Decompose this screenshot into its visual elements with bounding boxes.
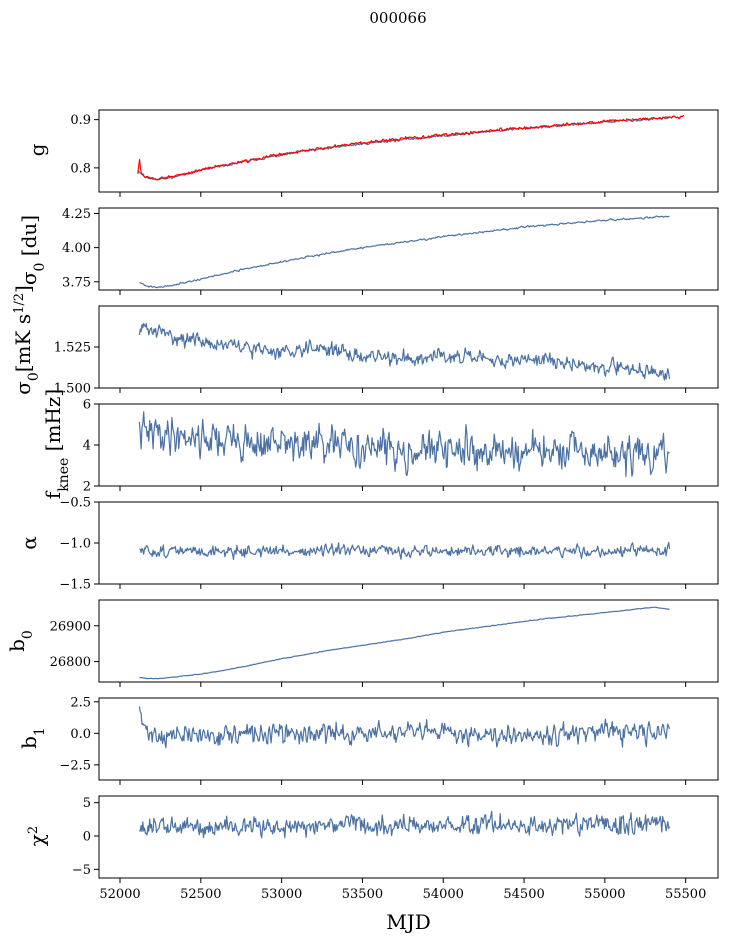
y-tick-label: 0.0 — [70, 727, 91, 742]
y-axis-label: b0 — [5, 630, 36, 652]
y-tick-label: 0.9 — [70, 113, 91, 128]
panel-1: 0.8 0.9 g — [25, 109, 719, 197]
y-tick-label: 3.75 — [62, 275, 91, 290]
y-tick-label: −2.5 — [59, 758, 91, 773]
series-line-7-1 — [138, 706, 671, 749]
x-tick-label: 55500 — [665, 887, 706, 902]
y-tick-label: 0.8 — [70, 161, 91, 176]
y-tick-label: 26800 — [50, 655, 91, 670]
y-tick-label: 0 — [83, 830, 91, 845]
axes-frame — [98, 599, 719, 683]
series-line-4-1 — [138, 411, 670, 478]
axes-frame — [98, 207, 719, 291]
y-axis-label: χ2 — [25, 826, 49, 846]
y-tick-label: 4 — [83, 439, 91, 454]
axes-frame — [98, 109, 719, 193]
y-tick-label: −1.0 — [59, 537, 91, 552]
series-line-3-1 — [138, 322, 671, 381]
y-tick-label: 5 — [83, 796, 91, 811]
y-axis-label: fknee [mHz] — [41, 389, 72, 499]
x-tick-label: 54000 — [423, 887, 464, 902]
panel-2: 3.75 4.00 4.25 σ0 [du] — [17, 207, 719, 295]
y-tick-label: −1.5 — [59, 578, 91, 593]
y-tick-label: 4.00 — [62, 241, 91, 256]
x-tick-label: 52500 — [180, 887, 221, 902]
y-axis-label: σ0[mK s1/2] — [11, 285, 42, 395]
panel-6: 26800 26900 b0 — [5, 599, 719, 687]
series-line-1-2 — [137, 115, 685, 181]
y-tick-label: 4.25 — [62, 207, 91, 222]
series-line-8-1 — [139, 810, 671, 839]
y-axis-label: g — [25, 143, 49, 156]
figure-title: 000066 — [369, 9, 426, 27]
series-line-6-1 — [139, 606, 670, 680]
panel-5: −1.5 −1.0 −0.5 α — [17, 496, 719, 593]
panel-7: −2.5 0.0 2.5 b1 — [17, 695, 719, 785]
y-tick-label: 26900 — [50, 619, 91, 634]
x-tick-label: 52000 — [99, 887, 140, 902]
y-axis-label: α — [17, 536, 41, 550]
panel-8: −5 0 5 52000 52500 53000 53500 54000 54500 55000 5… — [25, 795, 719, 934]
x-tick-label: 53500 — [342, 887, 383, 902]
axes-frame — [98, 795, 719, 879]
panel-3: 1.500 1.525 σ0[mK s1/2] — [11, 285, 719, 397]
x-tick-label: 55000 — [584, 887, 625, 902]
y-tick-label: 2.5 — [70, 695, 91, 710]
series-line-2-1 — [139, 215, 670, 289]
series-line-1-1 — [137, 116, 670, 181]
y-tick-label: −5 — [72, 863, 91, 878]
y-axis-label: σ0 [du] — [17, 215, 48, 285]
y-tick-label: −0.5 — [59, 496, 91, 511]
axes-frame — [98, 501, 719, 585]
series-line-5-1 — [139, 541, 671, 560]
x-axis-label: MJD — [386, 910, 431, 934]
y-axis-label: b1 — [17, 727, 48, 749]
x-tick-label: 54500 — [503, 887, 544, 902]
panel-4: 2 4 6 fknee [mHz] — [41, 389, 719, 499]
y-tick-label: 1.525 — [54, 341, 91, 356]
y-tick-label: 2 — [83, 480, 91, 495]
x-tick-label: 53000 — [261, 887, 302, 902]
axes-frame — [98, 305, 719, 389]
axes-frame — [98, 697, 719, 781]
y-tick-label: 1.500 — [54, 382, 91, 397]
y-tick-label: 6 — [83, 398, 91, 413]
